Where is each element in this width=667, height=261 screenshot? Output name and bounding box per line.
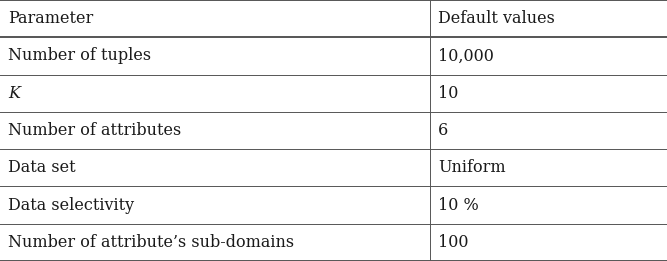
- Text: 10,000: 10,000: [438, 48, 494, 64]
- Text: K: K: [8, 85, 20, 102]
- Text: Number of attributes: Number of attributes: [8, 122, 181, 139]
- Text: 10 %: 10 %: [438, 197, 479, 213]
- Text: Default values: Default values: [438, 10, 555, 27]
- Text: 100: 100: [438, 234, 469, 251]
- Text: Data selectivity: Data selectivity: [8, 197, 134, 213]
- Text: Parameter: Parameter: [8, 10, 93, 27]
- Text: 10: 10: [438, 85, 459, 102]
- Text: Number of tuples: Number of tuples: [8, 48, 151, 64]
- Text: 6: 6: [438, 122, 448, 139]
- Text: Data set: Data set: [8, 159, 75, 176]
- Text: Number of attribute’s sub-domains: Number of attribute’s sub-domains: [8, 234, 294, 251]
- Text: Uniform: Uniform: [438, 159, 506, 176]
